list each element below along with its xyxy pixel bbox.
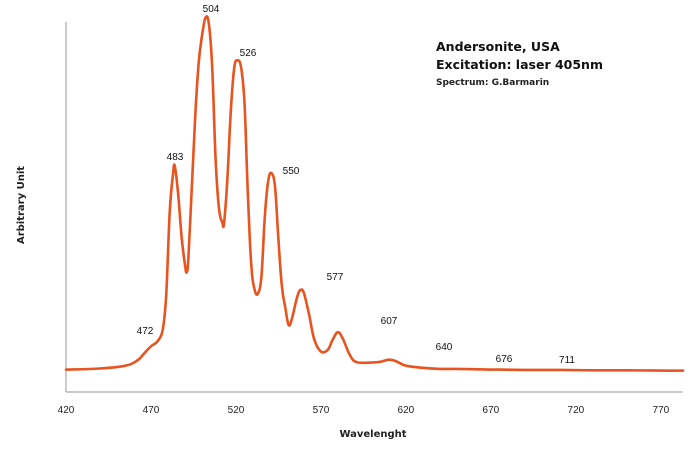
peak-label-526: 526 [240, 48, 257, 59]
x-tick-label-770: 770 [653, 405, 670, 416]
x-tick-label-720: 720 [568, 405, 585, 416]
peak-label-472: 472 [137, 326, 154, 337]
x-tick-label-470: 470 [143, 405, 160, 416]
x-tick-label-420: 420 [58, 405, 75, 416]
peak-label-711: 711 [559, 355, 575, 366]
chart-title: Andersonite, USA [436, 39, 560, 54]
peak-label-676: 676 [496, 354, 513, 365]
x-axis-title: Wavelenght [339, 429, 406, 440]
x-tick-label-620: 620 [398, 405, 415, 416]
peak-label-504: 504 [203, 4, 220, 15]
peak-labels: 472 483 504 526 550 577 607 640 676 711 [137, 4, 576, 366]
x-tick-label-670: 670 [483, 405, 500, 416]
peak-label-640: 640 [436, 342, 453, 353]
x-tick-label-570: 570 [313, 405, 330, 416]
peak-label-607: 607 [381, 316, 398, 327]
peak-label-483: 483 [167, 152, 184, 163]
spectrum-credit: Spectrum: G.Barmarin [436, 78, 549, 88]
chart-subtitle: Excitation: laser 405nm [436, 57, 603, 72]
peak-label-577: 577 [327, 272, 344, 283]
x-tick-label-520: 520 [228, 405, 245, 416]
y-axis-title: Arbitrary Unit [16, 166, 27, 244]
spectrum-line [64, 15, 685, 372]
info-box: Andersonite, USA Excitation: laser 405nm… [436, 39, 603, 88]
x-tick-labels: 420 470 520 570 620 670 720 770 [58, 405, 670, 416]
peak-label-550: 550 [283, 166, 300, 177]
